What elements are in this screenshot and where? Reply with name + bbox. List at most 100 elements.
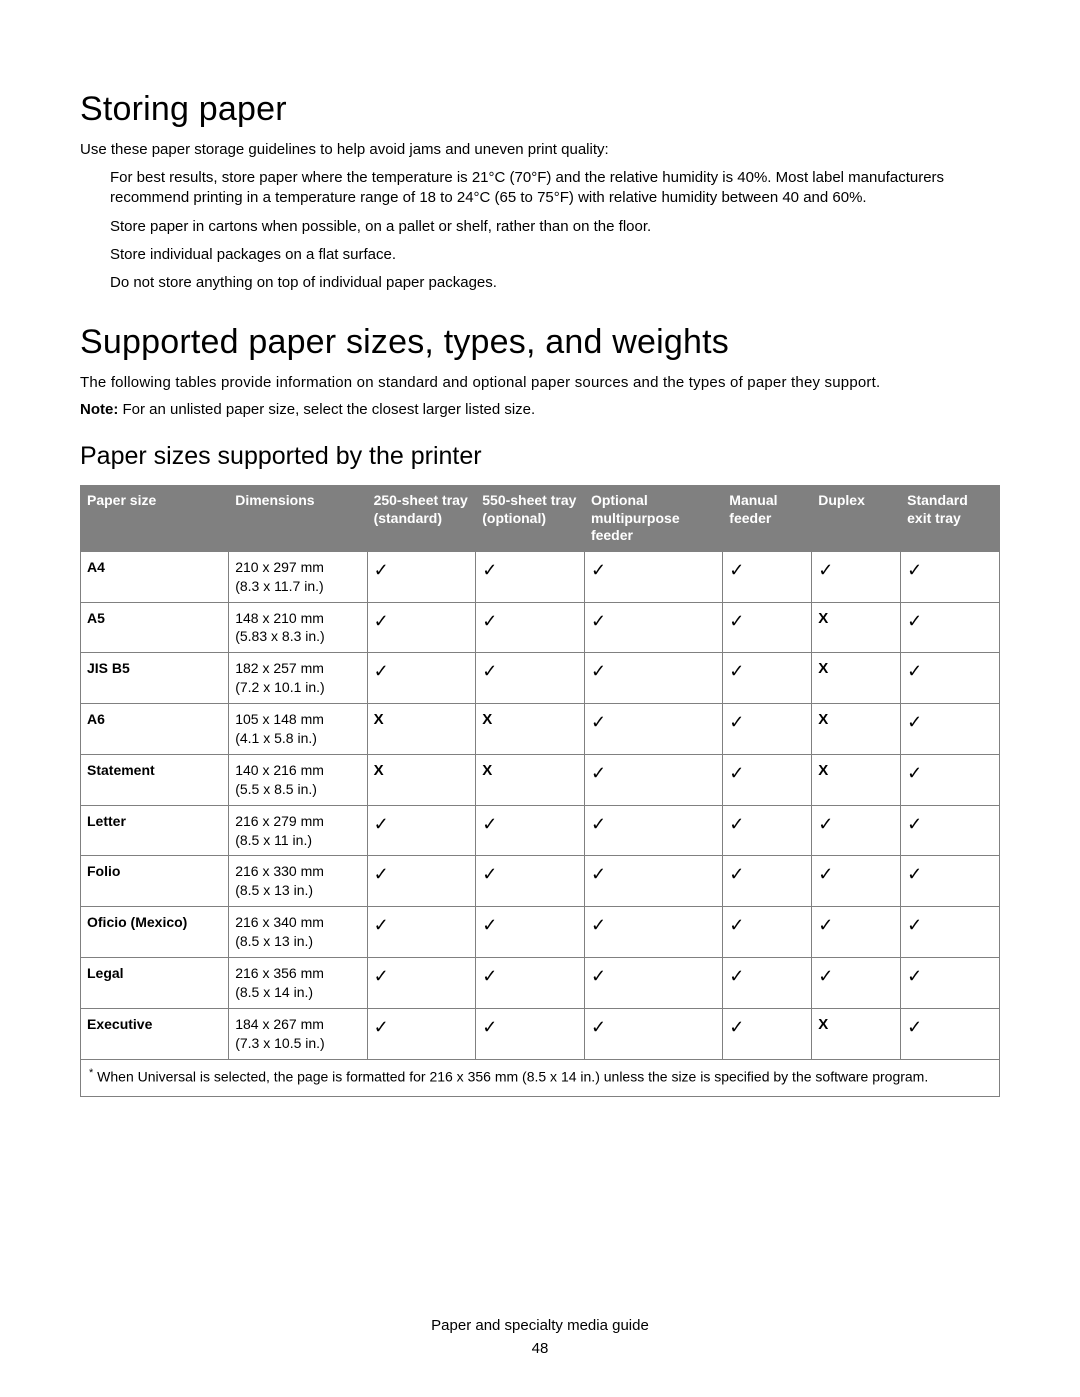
col-250-tray: 250-sheet tray (standard) (367, 486, 476, 552)
check-icon: ✓ (901, 551, 1000, 602)
table-row: Statement140 x 216 mm(5.5 x 8.5 in.)XX✓✓… (81, 754, 1000, 805)
check-icon: ✓ (723, 704, 812, 755)
cell-dimensions: 182 x 257 mm(7.2 x 10.1 in.) (229, 653, 367, 704)
table-row: Legal216 x 356 mm(8.5 x 14 in.)✓✓✓✓✓✓ (81, 958, 1000, 1009)
check-icon: ✓ (367, 551, 476, 602)
check-icon: ✓ (367, 856, 476, 907)
check-icon: ✓ (812, 856, 901, 907)
check-icon: ✓ (584, 856, 722, 907)
check-icon: ✓ (901, 653, 1000, 704)
check-icon: ✓ (901, 805, 1000, 856)
cell-dimensions: 210 x 297 mm(8.3 x 11.7 in.) (229, 551, 367, 602)
storing-paper-intro: Use these paper storage guidelines to he… (80, 141, 1000, 158)
check-icon: ✓ (584, 1008, 722, 1059)
table-row: A6105 x 148 mm(4.1 x 5.8 in.)XX✓✓X✓ (81, 704, 1000, 755)
check-icon: ✓ (584, 551, 722, 602)
check-icon: ✓ (812, 551, 901, 602)
check-icon: ✓ (367, 1008, 476, 1059)
check-icon: ✓ (901, 958, 1000, 1009)
check-icon: ✓ (476, 602, 585, 653)
heading-storing-paper: Storing paper (80, 90, 1000, 129)
cell-dimensions: 216 x 340 mm(8.5 x 13 in.) (229, 907, 367, 958)
check-icon: ✓ (901, 856, 1000, 907)
col-multipurpose: Optional multipurpose feeder (584, 486, 722, 552)
check-icon: ✓ (367, 907, 476, 958)
x-icon: X (476, 704, 585, 755)
check-icon: ✓ (901, 1008, 1000, 1059)
check-icon: ✓ (723, 602, 812, 653)
check-icon: ✓ (584, 958, 722, 1009)
check-icon: ✓ (476, 958, 585, 1009)
cell-paper-size: Folio (81, 856, 229, 907)
table-footnote: * When Universal is selected, the page i… (81, 1059, 1000, 1097)
table-row: Letter216 x 279 mm(8.5 x 11 in.)✓✓✓✓✓✓ (81, 805, 1000, 856)
check-icon: ✓ (367, 805, 476, 856)
check-icon: ✓ (812, 907, 901, 958)
cell-paper-size: Oficio (Mexico) (81, 907, 229, 958)
footer-page-number: 48 (0, 1340, 1080, 1357)
check-icon: ✓ (367, 602, 476, 653)
storing-paper-bullets: For best results, store paper where the … (80, 168, 1000, 293)
check-icon: ✓ (723, 958, 812, 1009)
cell-dimensions: 216 x 330 mm(8.5 x 13 in.) (229, 856, 367, 907)
cell-dimensions: 216 x 279 mm(8.5 x 11 in.) (229, 805, 367, 856)
supported-paper-intro: The following tables provide information… (80, 374, 1000, 391)
check-icon: ✓ (584, 602, 722, 653)
check-icon: ✓ (812, 958, 901, 1009)
x-icon: X (812, 704, 901, 755)
footer-guide-title: Paper and specialty media guide (0, 1317, 1080, 1334)
col-duplex: Duplex (812, 486, 901, 552)
cell-paper-size: JIS B5 (81, 653, 229, 704)
check-icon: ✓ (812, 805, 901, 856)
cell-dimensions: 184 x 267 mm(7.3 x 10.5 in.) (229, 1008, 367, 1059)
note-paragraph: Note: For an unlisted paper size, select… (80, 401, 1000, 418)
x-icon: X (812, 602, 901, 653)
check-icon: ✓ (584, 704, 722, 755)
check-icon: ✓ (901, 907, 1000, 958)
check-icon: ✓ (723, 907, 812, 958)
paper-sizes-table: Paper size Dimensions 250-sheet tray (st… (80, 485, 1000, 1097)
col-exit-tray: Standard exit tray (901, 486, 1000, 552)
check-icon: ✓ (367, 653, 476, 704)
check-icon: ✓ (723, 551, 812, 602)
subheading-paper-sizes: Paper sizes supported by the printer (80, 442, 1000, 471)
cell-paper-size: Executive (81, 1008, 229, 1059)
check-icon: ✓ (476, 653, 585, 704)
cell-paper-size: A5 (81, 602, 229, 653)
check-icon: ✓ (476, 805, 585, 856)
note-text: For an unlisted paper size, select the c… (118, 401, 535, 418)
check-icon: ✓ (901, 602, 1000, 653)
cell-paper-size: Legal (81, 958, 229, 1009)
check-icon: ✓ (367, 958, 476, 1009)
table-row: Folio216 x 330 mm(8.5 x 13 in.)✓✓✓✓✓✓ (81, 856, 1000, 907)
check-icon: ✓ (476, 551, 585, 602)
bullet-item: For best results, store paper where the … (110, 168, 1000, 209)
table-body: A4210 x 297 mm(8.3 x 11.7 in.)✓✓✓✓✓✓A514… (81, 551, 1000, 1096)
check-icon: ✓ (723, 1008, 812, 1059)
cell-paper-size: Letter (81, 805, 229, 856)
x-icon: X (812, 653, 901, 704)
check-icon: ✓ (584, 653, 722, 704)
col-550-tray: 550-sheet tray (optional) (476, 486, 585, 552)
cell-paper-size: A6 (81, 704, 229, 755)
cell-paper-size: Statement (81, 754, 229, 805)
check-icon: ✓ (584, 754, 722, 805)
cell-dimensions: 105 x 148 mm(4.1 x 5.8 in.) (229, 704, 367, 755)
check-icon: ✓ (901, 754, 1000, 805)
heading-supported-paper: Supported paper sizes, types, and weight… (80, 323, 1000, 362)
col-paper-size: Paper size (81, 486, 229, 552)
check-icon: ✓ (723, 754, 812, 805)
x-icon: X (476, 754, 585, 805)
x-icon: X (812, 1008, 901, 1059)
x-icon: X (367, 754, 476, 805)
check-icon: ✓ (723, 653, 812, 704)
check-icon: ✓ (723, 856, 812, 907)
table-footnote-row: * When Universal is selected, the page i… (81, 1059, 1000, 1097)
table-header: Paper size Dimensions 250-sheet tray (st… (81, 486, 1000, 552)
table-row: JIS B5182 x 257 mm(7.2 x 10.1 in.)✓✓✓✓X✓ (81, 653, 1000, 704)
cell-dimensions: 216 x 356 mm(8.5 x 14 in.) (229, 958, 367, 1009)
x-icon: X (367, 704, 476, 755)
page-container: Storing paper Use these paper storage gu… (0, 0, 1080, 1397)
check-icon: ✓ (584, 907, 722, 958)
check-icon: ✓ (901, 704, 1000, 755)
